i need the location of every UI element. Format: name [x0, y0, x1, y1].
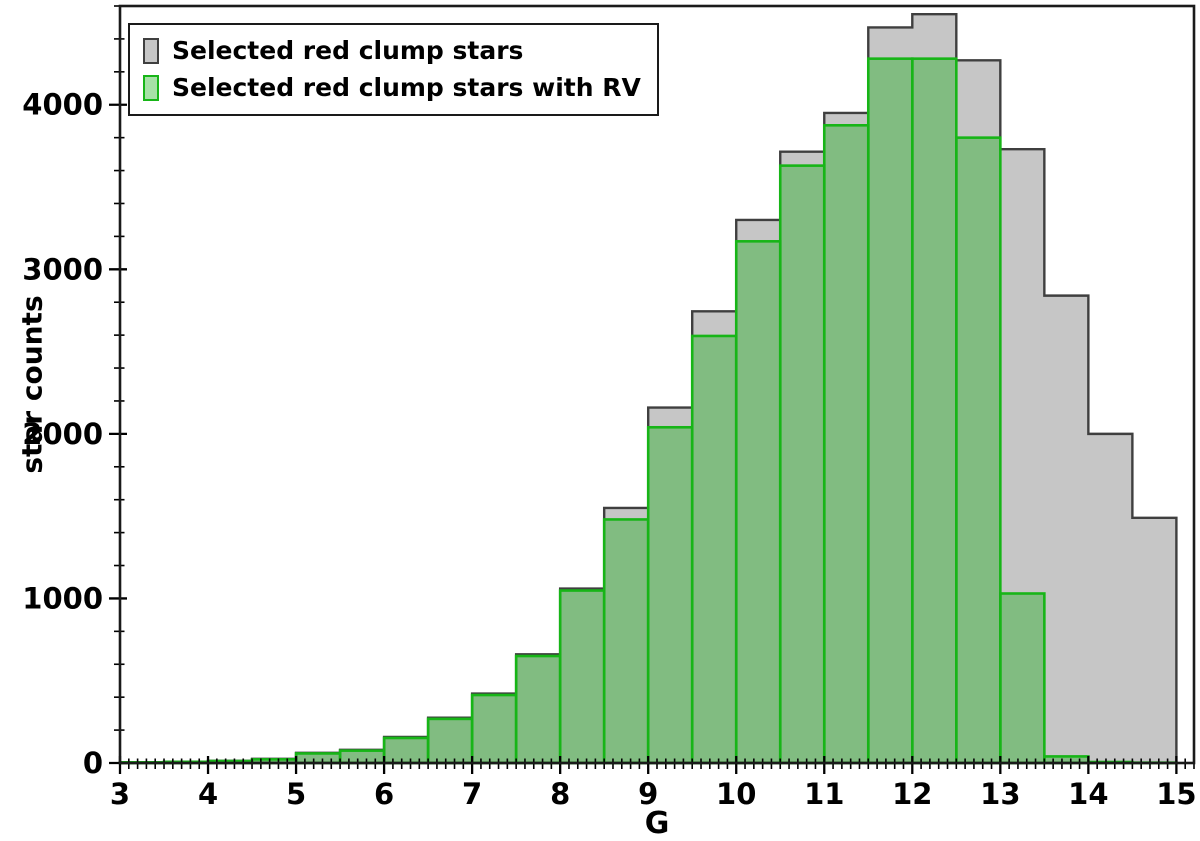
- x-tick-label: 6: [374, 777, 394, 811]
- y-tick-label: 0: [83, 746, 103, 780]
- green-histogram-bar: [558, 589, 606, 765]
- green-histogram-bar: [999, 592, 1046, 765]
- x-tick-label: 4: [198, 777, 218, 811]
- green-histogram-bar: [866, 57, 914, 765]
- green-histogram-bar: [602, 518, 650, 765]
- green-histogram-bar: [338, 749, 386, 765]
- green-histogram-bar: [382, 736, 430, 765]
- x-tick-label: 3: [110, 777, 130, 811]
- gray-histogram-swatch: [143, 38, 159, 64]
- x-tick-label: 8: [550, 777, 570, 811]
- y-axis-label: star counts: [15, 295, 49, 474]
- x-tick-label: 11: [804, 777, 844, 811]
- x-tick-label: 12: [892, 777, 932, 811]
- green-histogram-bar: [690, 334, 738, 765]
- y-tick-label: 2000: [22, 417, 103, 451]
- y-tick-label: 3000: [22, 252, 103, 286]
- legend-label-gray: Selected red clump stars: [172, 36, 524, 65]
- green-histogram-bar: [294, 752, 342, 765]
- green-histogram-bar: [955, 136, 1002, 765]
- x-tick-label: 15: [1156, 777, 1196, 811]
- legend: Selected red clump stars Selected red cl…: [128, 23, 659, 116]
- y-tick-label: 4000: [22, 88, 103, 122]
- x-tick-label: 5: [286, 777, 306, 811]
- green-histogram-bar: [646, 425, 694, 765]
- green-histogram-bar: [514, 654, 562, 765]
- x-tick-label: 9: [638, 777, 658, 811]
- green-histogram-bar: [734, 240, 782, 765]
- green-histogram-bar: [426, 717, 474, 765]
- x-tick-label: 14: [1068, 777, 1108, 811]
- green-histogram-bar: [910, 57, 958, 765]
- y-tick-label: 1000: [22, 581, 103, 615]
- x-tick-label: 13: [980, 777, 1020, 811]
- green-histogram-bar: [778, 164, 826, 765]
- green-histogram-bar: [470, 693, 518, 765]
- x-tick-label: 7: [462, 777, 482, 811]
- x-axis-label: G: [644, 806, 670, 841]
- legend-item-green: Selected red clump stars with RV: [143, 73, 641, 103]
- x-tick-label: 10: [716, 777, 756, 811]
- legend-label-green: Selected red clump stars with RV: [172, 73, 641, 102]
- green-histogram-bar: [822, 124, 870, 765]
- green-histogram-swatch: [143, 75, 159, 101]
- plot-frame: [118, 4, 1196, 765]
- legend-item-gray: Selected red clump stars: [143, 36, 641, 66]
